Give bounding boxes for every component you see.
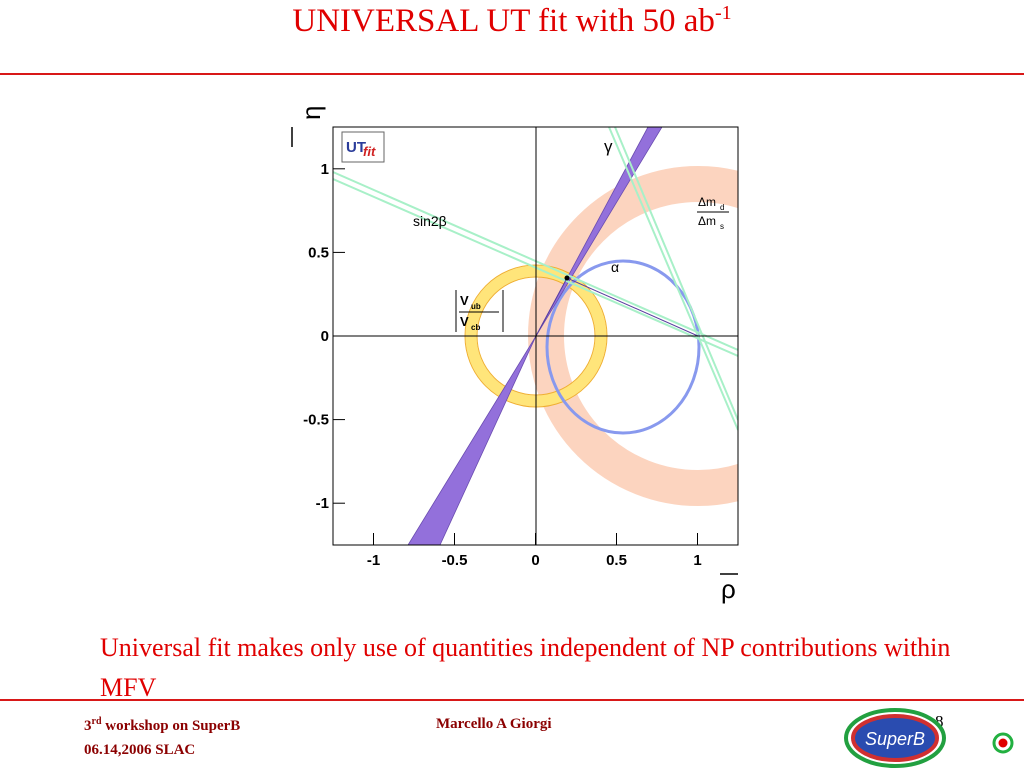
dm-num-sub: d bbox=[720, 203, 724, 212]
sin2b-line bbox=[608, 127, 738, 431]
x-tick-label: 0.5 bbox=[606, 552, 627, 569]
alpha-ring bbox=[545, 259, 701, 435]
nav-button-dot bbox=[998, 738, 1008, 748]
footer-event: 3rd workshop on SuperB bbox=[84, 716, 240, 735]
logo-main: UT bbox=[346, 139, 366, 156]
footer-author: Marcello A Giorgi bbox=[436, 716, 552, 732]
top-rule bbox=[0, 73, 1024, 75]
page-number: 8 bbox=[935, 712, 944, 731]
sin2b-label: sin2β bbox=[413, 213, 447, 229]
apex bbox=[564, 275, 570, 281]
logo-box bbox=[341, 131, 385, 163]
y-tick-label: 1 bbox=[321, 161, 329, 178]
footer-date: 06.14,2006 SLAC bbox=[84, 742, 196, 758]
dm-den: Δm bbox=[698, 214, 716, 228]
title-main: UNIVERSAL UT fit with 50 ab bbox=[292, 3, 715, 39]
bottom-rule bbox=[0, 699, 1024, 701]
alpha-label: α bbox=[611, 259, 619, 275]
caption: Universal fit makes only use of quantiti… bbox=[100, 633, 951, 702]
v-num-sub: ub bbox=[471, 302, 481, 311]
nav-button bbox=[992, 732, 1014, 754]
sin2b-line bbox=[614, 127, 738, 421]
v-den-sub: cb bbox=[471, 323, 480, 332]
superb-logo-ring bbox=[844, 708, 946, 768]
ut-plot: UT fit sin2β γ α Δm d Δm s V ub V cb ρ η… bbox=[291, 106, 739, 604]
y-tick-label: -1 bbox=[316, 495, 329, 512]
x-tick-label: -1 bbox=[367, 552, 380, 569]
x-tick-label: 0 bbox=[531, 552, 539, 569]
v-den: V bbox=[460, 314, 469, 329]
y-tick-label: 0.5 bbox=[308, 244, 329, 261]
logo-italic: fit bbox=[363, 144, 376, 159]
title-sup: -1 bbox=[714, 2, 732, 24]
v-num: V bbox=[460, 293, 469, 308]
gamma-label: γ bbox=[604, 137, 613, 156]
superb-logo-text: SuperB bbox=[865, 729, 925, 749]
y-tick-label: 0 bbox=[321, 328, 329, 345]
ordinal: 3 bbox=[84, 718, 92, 734]
y-tick-label: -0.5 bbox=[303, 412, 329, 429]
superb-logo bbox=[851, 714, 939, 762]
event: workshop on SuperB bbox=[101, 718, 241, 734]
x-tick-label: -0.5 bbox=[442, 552, 468, 569]
dm-num: Δm bbox=[698, 195, 716, 209]
y-axis-label: η bbox=[296, 106, 326, 120]
slide-title: UNIVERSAL UT fit with 50 ab-1 bbox=[0, 2, 1024, 40]
x-axis-label: ρ bbox=[721, 574, 736, 604]
x-tick-label: 1 bbox=[693, 552, 701, 569]
ordinal-sup: rd bbox=[91, 716, 102, 727]
dm-den-sub: s bbox=[720, 222, 724, 231]
